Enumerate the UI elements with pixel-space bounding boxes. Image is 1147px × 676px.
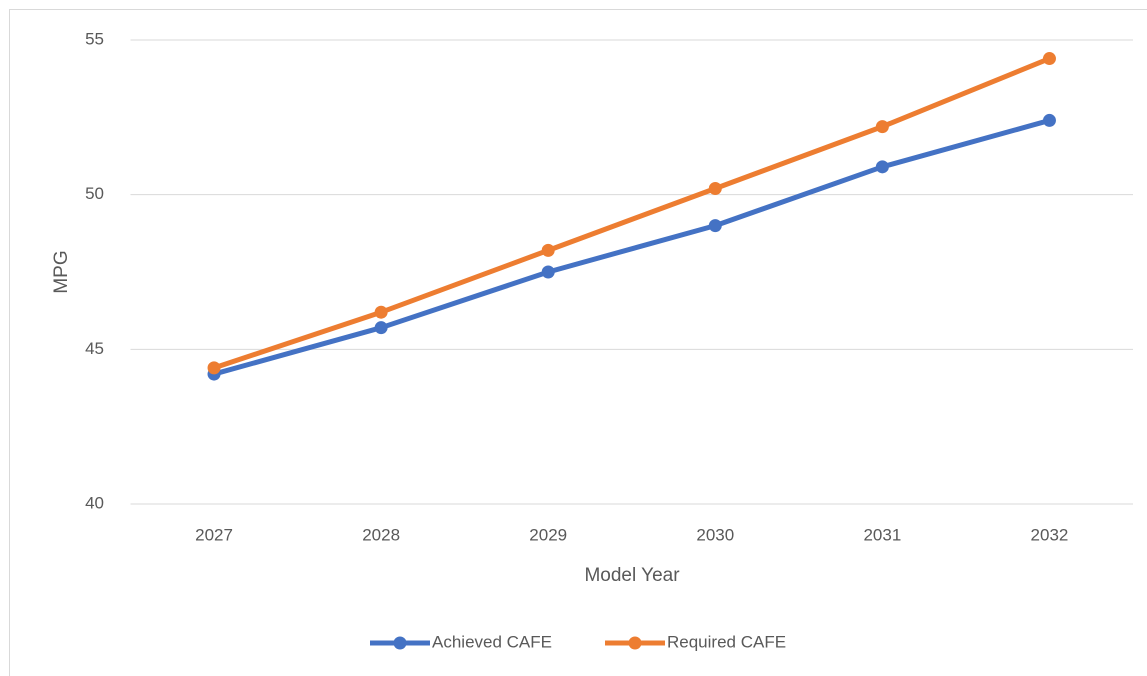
y-tick-label: 55	[85, 29, 104, 48]
data-point	[875, 160, 889, 174]
y-axis-title: MPG	[51, 250, 72, 293]
x-tick-label: 2028	[362, 525, 400, 544]
x-tick-label: 2031	[863, 525, 901, 544]
data-point	[541, 265, 555, 279]
data-point	[374, 305, 388, 319]
chart-frame	[9, 9, 1147, 676]
y-tick-label: 50	[85, 184, 104, 203]
series-line	[213, 56, 1051, 371]
legend-label: Required CAFE	[667, 632, 786, 651]
data-point	[1042, 52, 1056, 66]
data-point	[875, 120, 889, 134]
data-point	[1042, 113, 1056, 127]
data-point	[708, 181, 722, 195]
data-point	[541, 243, 555, 257]
y-tick-label: 40	[85, 493, 104, 512]
x-tick-label: 2027	[195, 525, 233, 544]
legend-marker	[393, 636, 407, 650]
data-point	[708, 219, 722, 233]
legend-marker	[628, 636, 642, 650]
series-line	[213, 118, 1051, 377]
data-point	[207, 361, 221, 375]
y-tick-label: 45	[85, 339, 104, 358]
x-tick-label: 2029	[529, 525, 567, 544]
data-point	[374, 321, 388, 335]
legend-label: Achieved CAFE	[432, 632, 552, 651]
x-tick-label: 2030	[696, 525, 734, 544]
x-axis-title: Model Year	[584, 565, 680, 586]
x-tick-label: 2032	[1031, 525, 1069, 544]
